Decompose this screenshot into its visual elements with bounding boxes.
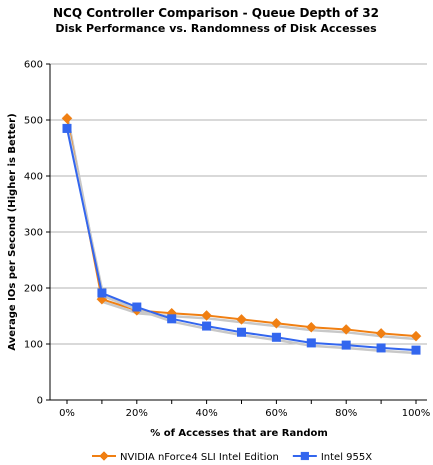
y-tick-label: 300 — [24, 228, 43, 239]
x-tick-label: 40% — [195, 408, 217, 419]
data-point — [237, 327, 246, 337]
y-tick-label: 100 — [24, 340, 43, 351]
chart-title: NCQ Controller Comparison - Queue Depth … — [53, 6, 379, 20]
data-point — [167, 314, 177, 324]
data-point — [375, 328, 387, 339]
data-point — [306, 338, 316, 348]
x-tick-labels: 0% 20% 40% 60% 80% 100% — [59, 400, 430, 419]
y-tick-labels: 0 100 200 300 400 500 600 — [24, 60, 43, 407]
legend: NVIDIA nForce4 SLI Intel Edition Intel 95… — [92, 451, 372, 463]
data-point — [305, 321, 317, 333]
data-point — [376, 343, 386, 353]
data-point — [61, 112, 73, 124]
y-tick-label: 600 — [24, 60, 43, 71]
data-point — [201, 310, 212, 321]
data-point — [202, 321, 212, 331]
legend-label: NVIDIA nForce4 SLI Intel Edition — [120, 452, 279, 463]
legend-entry-2: Intel 955X — [292, 451, 372, 463]
x-axis-label: % of Accesses that are Random — [150, 428, 328, 439]
y-axis-label: Average IOs per Second (Higher is Better… — [7, 113, 18, 350]
data-point — [62, 123, 72, 133]
y-tick-label: 0 — [37, 396, 43, 407]
x-tick-label: 20% — [126, 408, 148, 419]
data-point — [341, 340, 351, 350]
data-point — [132, 302, 142, 312]
x-tick-label: 80% — [335, 408, 357, 419]
x-tick-label: 100% — [402, 408, 431, 419]
legend-marker — [99, 451, 109, 461]
axes — [49, 64, 427, 401]
gridlines — [46, 63, 427, 401]
legend-entry-1: NVIDIA nForce4 SLI Intel Edition — [92, 451, 279, 463]
data-point — [271, 317, 282, 329]
chart-subtitle: Disk Performance vs. Randomness of Disk … — [55, 22, 377, 35]
data-point — [340, 324, 352, 335]
data-point — [236, 314, 247, 325]
data-point — [271, 332, 281, 342]
legend-marker — [300, 451, 309, 461]
data-point — [410, 330, 422, 342]
y-tick-label: 200 — [24, 284, 43, 295]
data-point — [97, 288, 107, 298]
x-tick-label: 0% — [59, 408, 75, 419]
series-2 — [62, 123, 421, 355]
legend-label: Intel 955X — [321, 452, 372, 463]
y-tick-label: 400 — [24, 172, 43, 183]
data-point — [411, 345, 421, 355]
series-1 — [61, 112, 422, 342]
x-tick-label: 60% — [265, 408, 287, 419]
y-tick-label: 500 — [24, 116, 43, 127]
series-layer — [61, 112, 422, 355]
